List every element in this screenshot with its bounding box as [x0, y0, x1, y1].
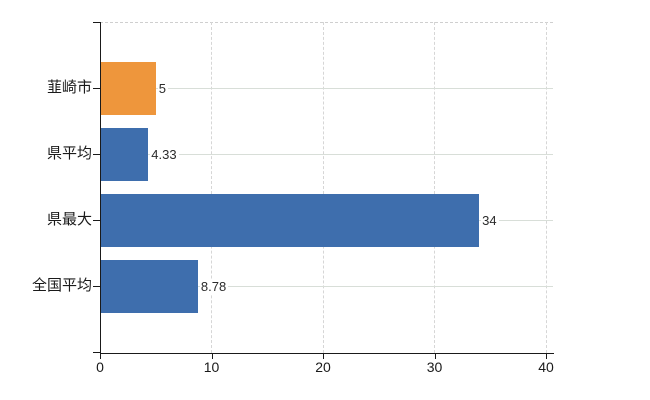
category-label: 県最大	[46, 211, 92, 228]
y-axis-tick	[93, 219, 100, 221]
category-label: 韮崎市	[46, 79, 92, 96]
category-label: 県平均	[46, 145, 92, 162]
x-axis-line	[100, 353, 554, 354]
plot-area: 5 4.33 34 8.78	[100, 22, 553, 353]
bar	[100, 127, 149, 181]
bar-value-label: 34	[481, 213, 499, 228]
gridline-horizontal	[100, 87, 553, 89]
x-axis-tick	[100, 354, 101, 359]
x-tick-label: 30	[426, 359, 443, 375]
bar-value-label: 4.33	[150, 147, 179, 162]
gridline-vertical	[322, 22, 324, 353]
gridline-horizontal	[100, 153, 553, 155]
x-axis-tick	[434, 354, 436, 359]
y-axis-line	[100, 22, 101, 353]
category-label: 全国平均	[31, 277, 92, 294]
x-axis-tick	[323, 354, 324, 359]
gridline-vertical	[211, 22, 212, 353]
bar	[100, 193, 480, 247]
y-axis-tick	[93, 21, 100, 23]
plot-top-border	[100, 22, 553, 23]
x-tick-label: 40	[538, 359, 554, 375]
x-tick-label: 20	[315, 359, 331, 375]
y-axis-tick	[93, 153, 100, 155]
y-axis-tick	[93, 351, 100, 353]
bar-value-label: 5	[157, 81, 168, 96]
x-axis-tick	[546, 354, 547, 359]
x-tick-label: 10	[203, 359, 220, 375]
bar-value-label: 8.78	[199, 279, 229, 294]
x-tick-label: 0	[96, 359, 104, 375]
y-axis-tick	[93, 87, 100, 89]
gridline-vertical	[434, 22, 435, 353]
bar	[100, 61, 156, 115]
x-axis-tick	[211, 354, 213, 359]
gridline-horizontal	[100, 285, 553, 287]
bar	[100, 259, 198, 313]
y-axis-tick	[93, 285, 100, 287]
gridline-vertical	[545, 22, 547, 353]
